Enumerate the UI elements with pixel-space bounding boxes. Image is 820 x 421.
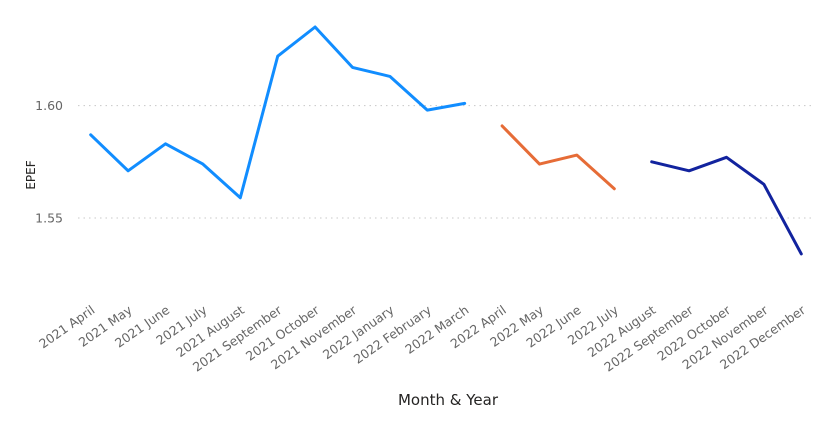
y-axis-title: EPEF (24, 160, 38, 189)
series-line-2 (500, 124, 616, 191)
y-tick-label: 1.55 (35, 210, 63, 225)
x-axis-title: Month & Year (398, 391, 499, 409)
y-tick-label: 1.60 (35, 98, 63, 113)
gridlines (78, 105, 812, 219)
y-axis-ticks: 1.55 1.60 (35, 98, 63, 225)
series-line-1 (89, 25, 467, 200)
series-line-3 (650, 155, 803, 256)
series-lines (89, 25, 803, 256)
